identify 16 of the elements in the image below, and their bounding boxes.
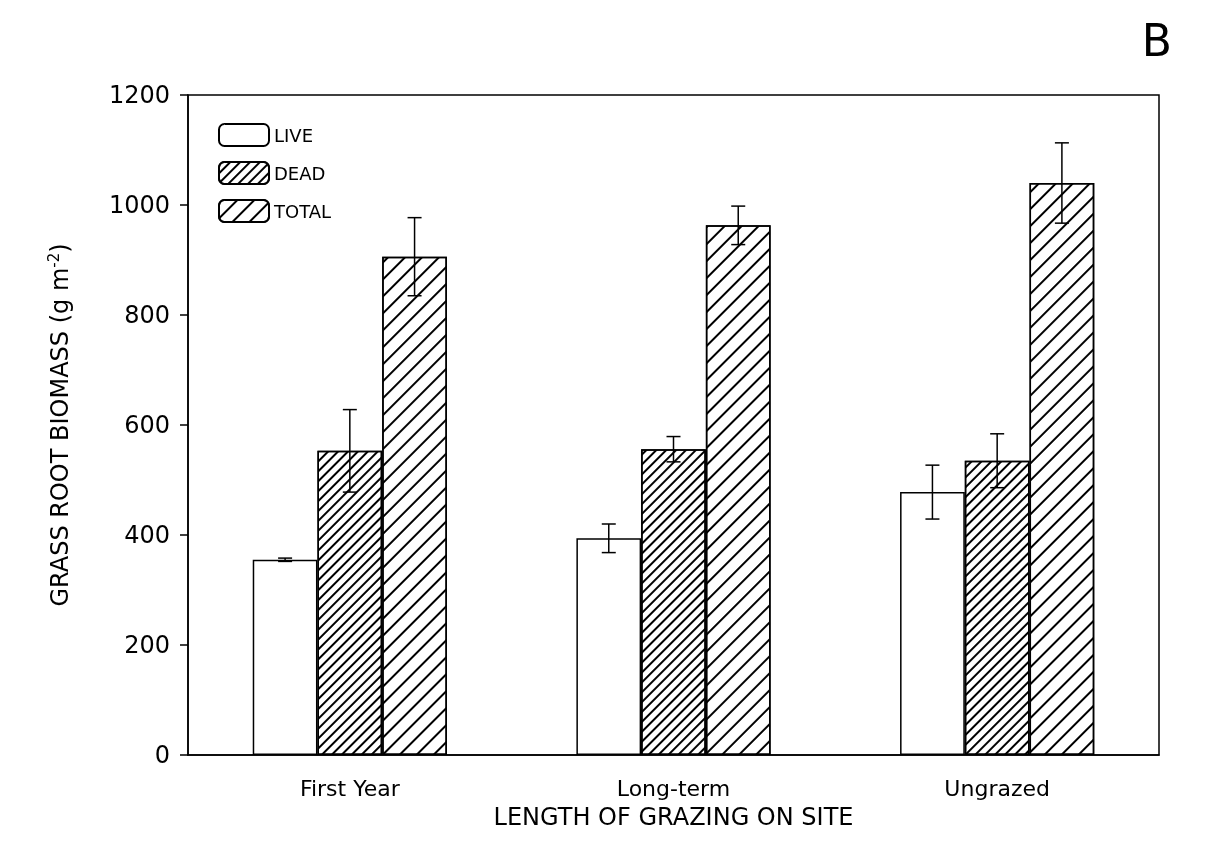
legend-label: DEAD bbox=[274, 162, 326, 184]
y-tick-label: 800 bbox=[124, 301, 170, 329]
legend-label: LIVE bbox=[274, 124, 314, 146]
legend-label: TOTAL bbox=[273, 200, 332, 222]
chart-title: B bbox=[1141, 14, 1172, 66]
y-tick-label: 0 bbox=[154, 741, 170, 769]
x-tick-label: Long-term bbox=[616, 775, 731, 801]
y-axis-title: GRASS ROOT BIOMASS (g m-2) bbox=[44, 243, 74, 607]
y-tick-label: 600 bbox=[124, 411, 170, 439]
y-tick-label: 1200 bbox=[108, 81, 170, 109]
y-tick-label: 400 bbox=[124, 521, 170, 549]
y-tick-label: 1000 bbox=[108, 191, 170, 219]
y-tick-label: 200 bbox=[124, 631, 170, 659]
x-axis-title: LENGTH OF GRAZING ON SITE bbox=[493, 803, 854, 831]
x-tick-label: Ungrazed bbox=[944, 775, 1050, 801]
x-tick-label: First Year bbox=[299, 775, 401, 801]
